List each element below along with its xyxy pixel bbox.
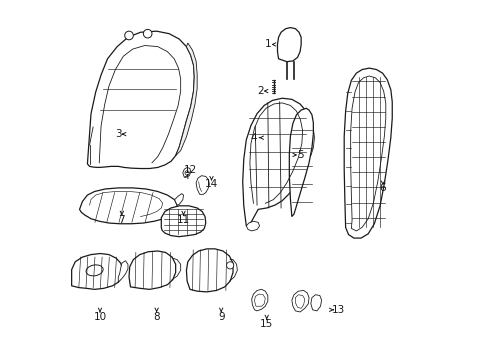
Polygon shape: [310, 295, 321, 311]
Polygon shape: [118, 261, 128, 282]
Ellipse shape: [86, 265, 103, 276]
Circle shape: [143, 30, 152, 38]
Polygon shape: [251, 289, 267, 311]
Text: 11: 11: [177, 215, 190, 225]
Text: 10: 10: [93, 312, 106, 322]
Polygon shape: [242, 98, 310, 226]
Text: 5: 5: [296, 150, 303, 160]
Polygon shape: [289, 108, 313, 217]
Polygon shape: [72, 253, 122, 289]
Polygon shape: [174, 194, 183, 205]
Text: 3: 3: [115, 129, 122, 139]
Text: 2: 2: [257, 86, 264, 96]
Text: 7: 7: [118, 215, 125, 225]
Circle shape: [226, 262, 233, 269]
Circle shape: [184, 171, 189, 175]
Polygon shape: [175, 43, 197, 156]
Text: 12: 12: [183, 165, 196, 175]
Text: 8: 8: [153, 312, 160, 322]
Polygon shape: [161, 206, 205, 237]
Polygon shape: [196, 176, 209, 194]
Circle shape: [124, 31, 133, 40]
Text: 6: 6: [379, 183, 386, 193]
Polygon shape: [80, 188, 177, 224]
Polygon shape: [344, 68, 391, 238]
Text: 4: 4: [250, 133, 257, 143]
Polygon shape: [87, 31, 194, 168]
Polygon shape: [305, 121, 314, 159]
Polygon shape: [246, 221, 259, 231]
Text: 14: 14: [204, 179, 218, 189]
Polygon shape: [183, 167, 190, 177]
Polygon shape: [277, 28, 301, 62]
Polygon shape: [291, 291, 308, 312]
Text: 15: 15: [260, 319, 273, 329]
Polygon shape: [254, 294, 265, 306]
Polygon shape: [295, 295, 304, 309]
Text: 1: 1: [264, 40, 271, 49]
Polygon shape: [129, 251, 175, 289]
Polygon shape: [186, 249, 233, 292]
Polygon shape: [350, 76, 385, 231]
Text: 13: 13: [331, 305, 345, 315]
Text: 9: 9: [218, 312, 224, 322]
